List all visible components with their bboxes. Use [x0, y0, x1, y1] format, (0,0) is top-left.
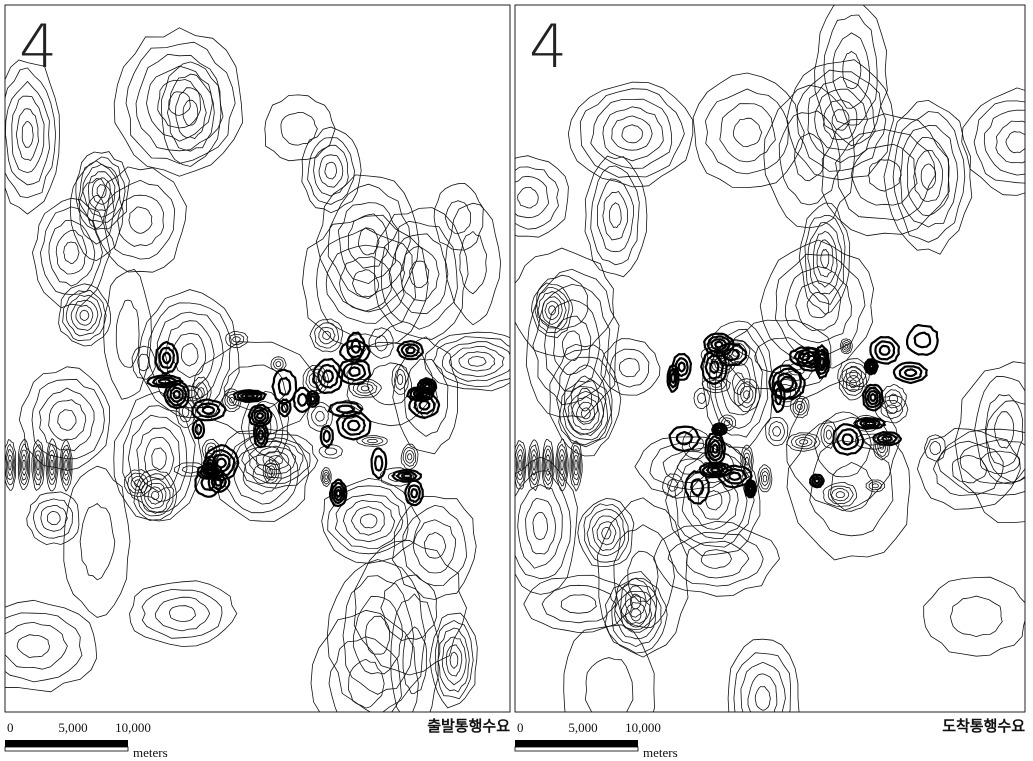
panel-caption: 출발통행수요: [427, 717, 510, 735]
panel-label: 4: [19, 12, 57, 82]
scale-bar-half: [5, 747, 128, 751]
scale-tick-label: 0: [517, 720, 524, 735]
scale-tick-label: 10,000: [625, 720, 661, 735]
scale-bar: [515, 740, 638, 747]
panel-frame: [5, 5, 510, 712]
page: {"panels": [ {"label": "4", "scale": {"t…: [0, 0, 1033, 761]
map-panel: 4 0 5,000 10,000 meters 출발통행수요: [0, 5, 530, 760]
scale-unit: meters: [133, 745, 168, 760]
map-panel: 4 0 5,000 10,000 meters 도착통행수요: [488, 0, 1033, 760]
scale-tick-label: 0: [7, 720, 14, 735]
scale-tick-label: 5,000: [58, 720, 87, 735]
scale-tick-label: 5,000: [568, 720, 597, 735]
panel-caption: 도착통행수요: [942, 717, 1025, 735]
scale-unit: meters: [643, 745, 678, 760]
panel-label: 4: [529, 12, 567, 82]
scale-bar: [5, 740, 128, 747]
scale-tick-label: 10,000: [115, 720, 151, 735]
scale-bar-half: [515, 747, 638, 751]
map-figure: 4 0 5,000 10,000 meters 출발통행수요 4 0 5,000 10,000 me…: [0, 0, 1033, 761]
